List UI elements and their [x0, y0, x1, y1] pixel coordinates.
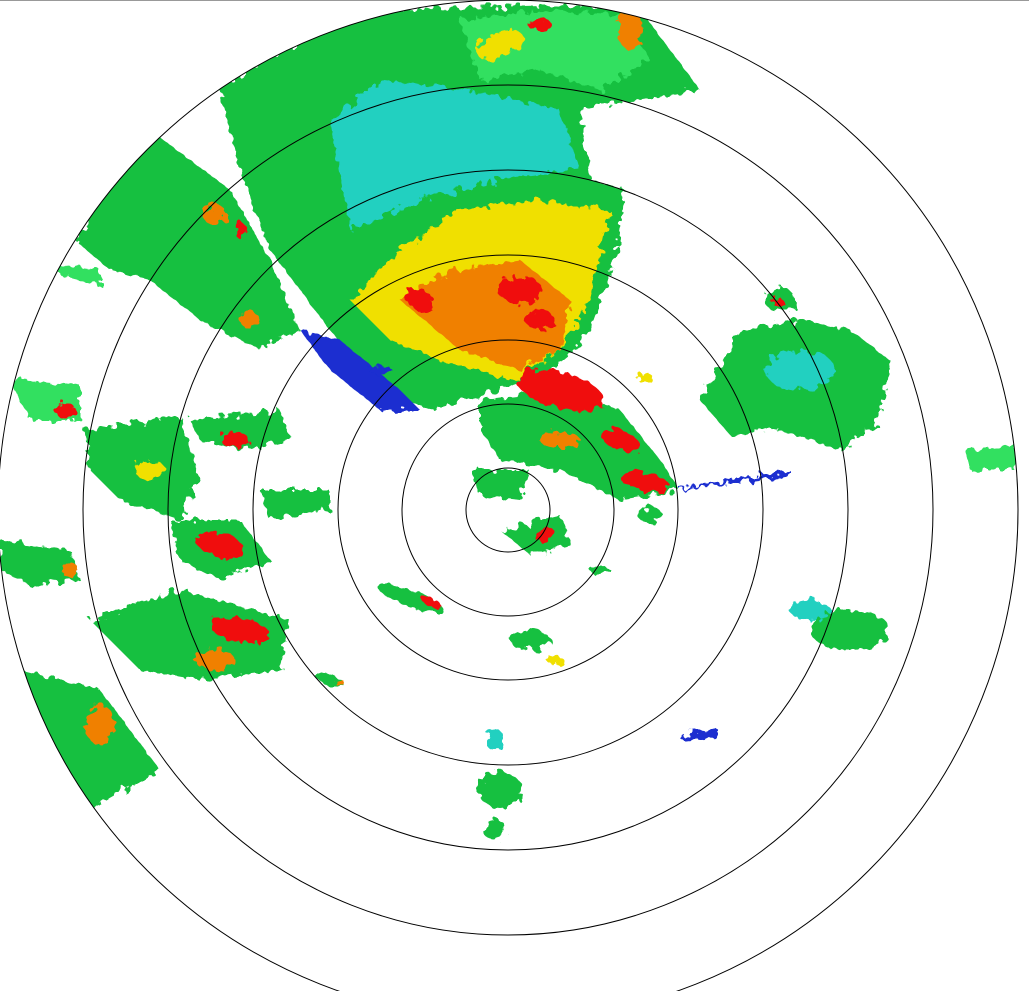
echo-cell [335, 680, 345, 686]
echo-cell [637, 373, 653, 383]
echo-cell [618, 10, 642, 50]
echo-cell [485, 730, 505, 750]
echo-cell [600, 428, 640, 452]
echo-cell [516, 369, 604, 411]
echo-region [470, 470, 530, 500]
echo-cell [498, 276, 542, 304]
echo-cell [478, 772, 522, 808]
echo-cell [483, 820, 507, 840]
echo-cell [234, 222, 246, 238]
echo-cell [540, 432, 580, 448]
echo-cell [590, 566, 610, 574]
echo-region [260, 490, 330, 520]
echo-cell [240, 312, 260, 328]
echo-region [20, 670, 160, 810]
echo-cell [85, 705, 115, 745]
echo-region [460, 10, 650, 90]
echo-region [90, 590, 290, 680]
echo-cell [210, 617, 270, 643]
range-ring [167, 169, 849, 851]
range-ring [252, 254, 764, 766]
echo-cell [195, 650, 235, 670]
echo-region [75, 130, 300, 350]
echo-cell [680, 729, 720, 741]
echo-region [680, 470, 790, 490]
echo-region [330, 80, 580, 230]
echo-cell [535, 527, 555, 543]
echo-cell [422, 597, 442, 609]
echo-cell [221, 432, 249, 448]
echo-region [0, 540, 80, 585]
echo-cell [368, 366, 392, 374]
echo-cell [315, 672, 345, 688]
echo-cell [62, 562, 78, 578]
range-ring [465, 467, 551, 553]
echo-cell [620, 472, 670, 492]
echo-cell [135, 460, 165, 480]
echo-cell [765, 350, 835, 390]
echo-region [965, 445, 1015, 470]
echo-cell [405, 289, 435, 311]
range-ring [401, 403, 615, 617]
echo-cell [195, 531, 245, 559]
echo-cell [376, 583, 444, 613]
echo-cell [547, 655, 563, 665]
range-ring [337, 339, 679, 681]
echo-cell [790, 600, 830, 620]
echo-region [190, 410, 290, 450]
echo-cell [528, 19, 552, 31]
echo-region [60, 265, 100, 285]
echo-cell [476, 30, 524, 60]
echo-region [300, 330, 420, 410]
echo-cell [526, 310, 554, 330]
echo-region [500, 515, 570, 555]
echo-cell [203, 205, 227, 225]
echo-cell [510, 630, 550, 650]
echo-cell [55, 402, 75, 418]
range-ring [82, 84, 934, 936]
echo-cell [638, 507, 662, 523]
